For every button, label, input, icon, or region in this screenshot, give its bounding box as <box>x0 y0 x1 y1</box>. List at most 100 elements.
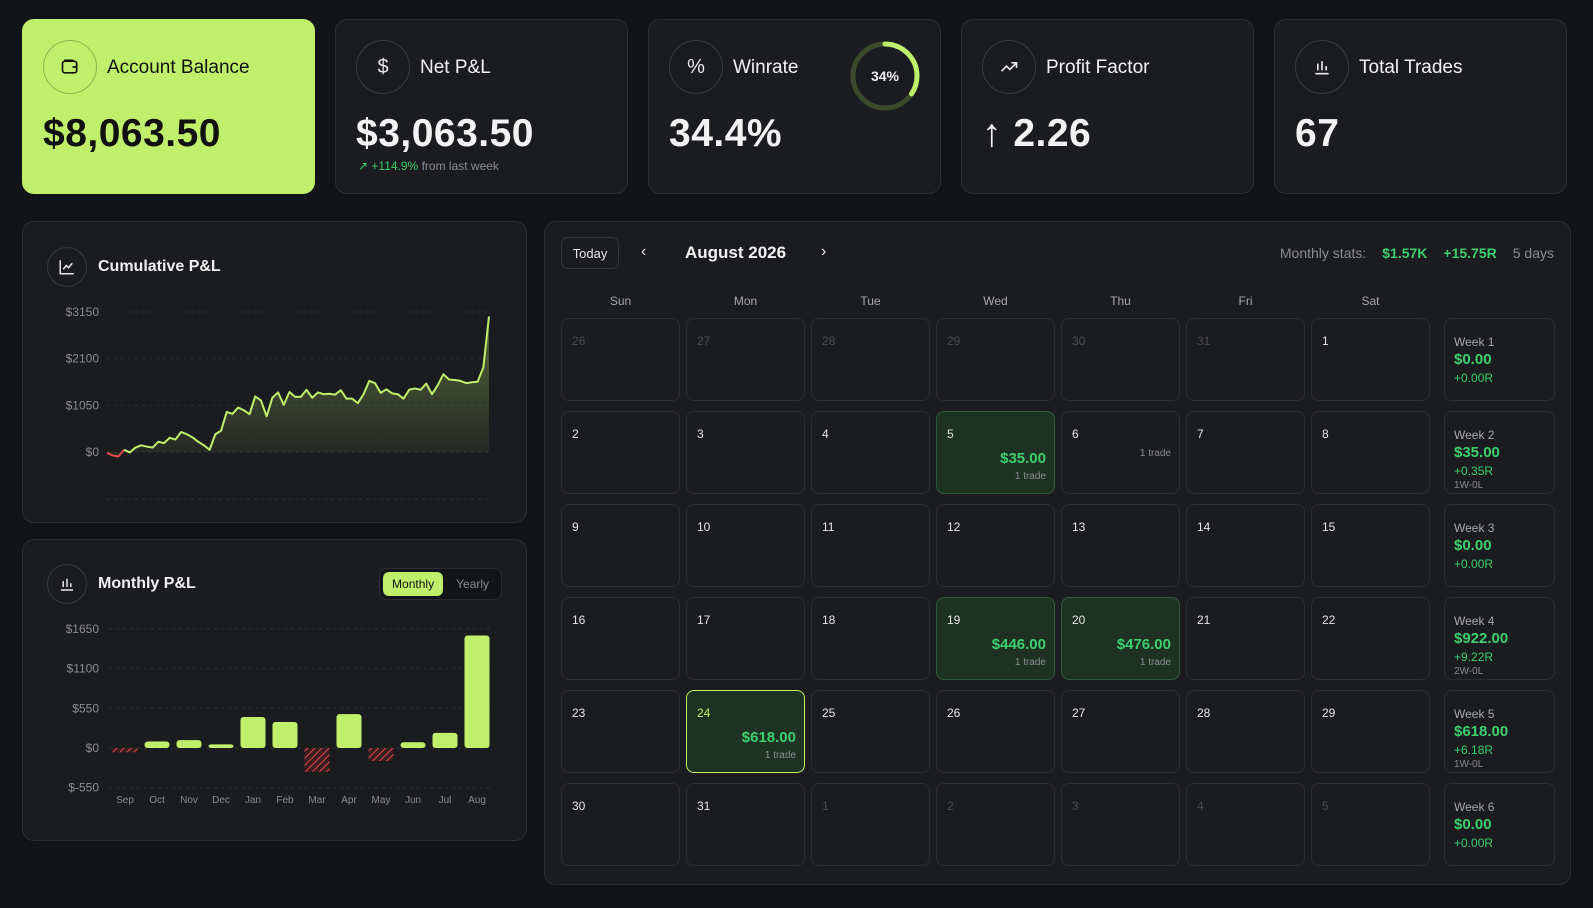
calendar-day[interactable]: 29 <box>1311 690 1430 773</box>
winrate-ring: 34% <box>850 41 920 111</box>
day-number: 7 <box>1197 427 1204 441</box>
day-number: 9 <box>572 520 579 534</box>
bar <box>464 635 490 748</box>
calendar-day[interactable]: 5 <box>1311 783 1430 866</box>
week-summary: Week 3 $0.00 +0.00R <box>1444 504 1555 587</box>
calendar-day[interactable]: 16 <box>561 597 680 680</box>
day-number: 1 <box>1322 334 1329 348</box>
calendar-day[interactable]: 29 <box>936 318 1055 401</box>
calendar-day[interactable]: 3 <box>686 411 805 494</box>
calendar-day[interactable]: 21 <box>1186 597 1305 680</box>
calendar-day[interactable]: 26 <box>561 318 680 401</box>
period-toggle[interactable]: Monthly Yearly <box>379 568 502 600</box>
calendar-day[interactable]: 19 $446.00 1 trade <box>936 597 1055 680</box>
day-number: 31 <box>1197 334 1211 348</box>
calendar-day[interactable]: 12 <box>936 504 1055 587</box>
calendar-day[interactable]: 1 <box>1311 318 1430 401</box>
calendar-day[interactable]: 11 <box>811 504 930 587</box>
y-tick-label: $1100 <box>67 662 100 676</box>
calendar-day[interactable]: 9 <box>561 504 680 587</box>
calendar-day[interactable]: 31 <box>1186 318 1305 401</box>
day-number: 2 <box>947 799 954 813</box>
calendar-day[interactable]: 24 $618.00 1 trade <box>686 690 805 773</box>
day-pnl: $446.00 <box>991 636 1046 653</box>
weekday-header: Sun <box>609 294 632 308</box>
profit-factor-label: Profit Factor <box>1046 57 1150 78</box>
day-number: 14 <box>1197 520 1211 534</box>
day-number: 26 <box>572 334 586 348</box>
y-tick-label: $-550 <box>68 781 99 795</box>
monthly-pnl-chart: $1650 $1100 $550 $0 $-550 Sep Oct Nov Dec Jan Feb M… <box>66 622 493 806</box>
calendar-day[interactable]: 26 <box>936 690 1055 773</box>
calendar-day[interactable]: 31 <box>686 783 805 866</box>
calendar-day[interactable]: 15 <box>1311 504 1430 587</box>
week-pnl: $618.00 <box>1454 723 1509 740</box>
week-label: Week 5 <box>1454 707 1495 721</box>
y-tick-label: $1050 <box>66 398 100 412</box>
calendar-day[interactable]: 2 <box>561 411 680 494</box>
calendar-day[interactable]: 27 <box>1061 690 1180 773</box>
day-number: 19 <box>947 613 961 627</box>
calendar-day[interactable]: 10 <box>686 504 805 587</box>
week-r: +9.22R <box>1454 650 1494 664</box>
calendar-day[interactable]: 2 <box>936 783 1055 866</box>
week-r: +0.00R <box>1454 371 1494 385</box>
calendar-day[interactable]: 4 <box>811 411 930 494</box>
calendar-day[interactable]: 17 <box>686 597 805 680</box>
week-label: Week 3 <box>1454 521 1495 535</box>
toggle-yearly[interactable]: Yearly <box>456 577 489 591</box>
net-pnl-card: $ Net P&L $3,063.50 ↗ +114.9% from last … <box>335 19 628 194</box>
today-button[interactable]: Today <box>561 237 619 269</box>
calendar-day[interactable]: 18 <box>811 597 930 680</box>
calendar-day[interactable]: 3 <box>1061 783 1180 866</box>
arrow-up-right-icon: ↗ <box>358 159 369 173</box>
x-tick-label: Sep <box>116 795 134 806</box>
winrate-label: Winrate <box>733 57 799 78</box>
week-summary: Week 2 $35.00 +0.35R 1W-0L <box>1444 411 1555 494</box>
x-tick-label: Jul <box>439 795 452 806</box>
x-tick-label: Jan <box>245 795 261 806</box>
day-number: 20 <box>1072 613 1086 627</box>
week-label: Week 6 <box>1454 800 1495 814</box>
y-tick-label: $3150 <box>66 305 100 319</box>
bar <box>176 740 202 748</box>
calendar-day[interactable]: 20 $476.00 1 trade <box>1061 597 1180 680</box>
chevron-right-icon[interactable]: › <box>821 243 827 260</box>
calendar-day[interactable]: 27 <box>686 318 805 401</box>
calendar-day[interactable]: 8 <box>1311 411 1430 494</box>
calendar-day[interactable]: 30 <box>561 783 680 866</box>
calendar-day[interactable]: 22 <box>1311 597 1430 680</box>
calendar-day[interactable]: 28 <box>1186 690 1305 773</box>
net-pnl-change-suffix: from last week <box>421 159 499 173</box>
bar <box>432 732 458 748</box>
x-tick-label: Oct <box>149 795 165 806</box>
calendar-day[interactable]: 14 <box>1186 504 1305 587</box>
calendar-day[interactable]: 1 <box>811 783 930 866</box>
calendar-day[interactable]: 13 <box>1061 504 1180 587</box>
x-tick-label: Nov <box>180 795 198 806</box>
week-pnl: $922.00 <box>1454 630 1509 647</box>
calendar-day[interactable]: 5 $35.00 1 trade <box>936 411 1055 494</box>
day-number: 26 <box>947 706 961 720</box>
bar <box>336 714 362 748</box>
day-number: 27 <box>697 334 711 348</box>
calendar-day[interactable]: 23 <box>561 690 680 773</box>
week-pnl: $0.00 <box>1454 816 1492 833</box>
day-number: 27 <box>1072 706 1086 720</box>
calendar-day[interactable]: 25 <box>811 690 930 773</box>
week-summary: Week 6 $0.00 +0.00R <box>1444 783 1555 866</box>
week-pnl: $35.00 <box>1454 444 1500 461</box>
toggle-monthly[interactable]: Monthly <box>383 572 444 596</box>
day-number: 3 <box>697 427 704 441</box>
calendar-day[interactable]: 28 <box>811 318 930 401</box>
calendar-day[interactable]: 4 <box>1186 783 1305 866</box>
calendar-day[interactable]: 7 <box>1186 411 1305 494</box>
chevron-left-icon[interactable]: ‹ <box>641 243 647 260</box>
calendar-day[interactable]: 6 1 trade <box>1061 411 1180 494</box>
day-number: 4 <box>822 427 829 441</box>
calendar-day[interactable]: 30 <box>1061 318 1180 401</box>
day-number: 29 <box>1322 706 1336 720</box>
profit-factor-number: 2.26 <box>1013 112 1092 155</box>
account-balance-value: $8,063.50 <box>43 112 222 155</box>
day-trade-count: 1 trade <box>764 750 796 761</box>
